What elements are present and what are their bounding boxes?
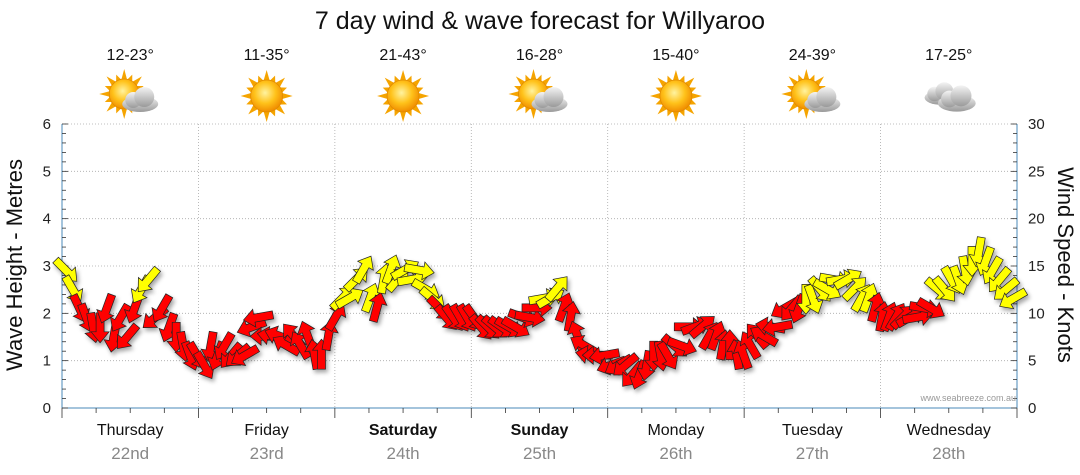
temperature-label: 16-28° <box>516 47 563 64</box>
day-name-label: Thursday <box>97 422 164 439</box>
day-name-label: Monday <box>647 422 704 439</box>
day-name-label: Sunday <box>511 422 569 439</box>
temperature-labels: 12-23° 11-35° 21-43° 16-28° 15-40° 24-39° 17-2… <box>107 47 973 64</box>
right-tick-label: 15 <box>1028 258 1045 275</box>
right-tick-label: 0 <box>1028 400 1036 417</box>
day-date-label: 27th <box>796 444 829 463</box>
sunny-icon <box>241 70 293 122</box>
day-name-label: Tuesday <box>782 422 843 439</box>
weather-icons <box>99 69 975 122</box>
day-name-label: Saturday <box>369 422 438 439</box>
temperature-label: 24-39° <box>789 47 836 64</box>
day-date-label: 26th <box>659 444 692 463</box>
right-tick-label: 30 <box>1028 116 1045 133</box>
day-date-label: 23rd <box>250 444 284 463</box>
temperature-label: 21-43° <box>379 47 426 64</box>
chart-title: 7 day wind & wave forecast for Willyaroo <box>315 7 765 35</box>
left-tick-label: 0 <box>43 400 51 417</box>
day-date-label: 28th <box>932 444 965 463</box>
left-axis-ticks: 0 1 2 3 4 5 6 <box>43 116 51 417</box>
temperature-label: 12-23° <box>107 47 154 64</box>
wind-arrows <box>49 236 1030 392</box>
left-tick-label: 4 <box>43 211 51 228</box>
day-name-label: Friday <box>244 422 288 439</box>
temperature-label: 11-35° <box>244 47 290 64</box>
temperature-label: 17-25° <box>925 47 972 64</box>
credit-text: www.seabreeze.com.au <box>919 393 1016 403</box>
sunny-icon <box>650 70 702 122</box>
right-tick-label: 20 <box>1028 211 1045 228</box>
sunny-icon <box>377 70 429 122</box>
day-date-label: 24th <box>387 444 420 463</box>
day-date-label: 25th <box>523 444 556 463</box>
left-tick-label: 1 <box>43 353 51 370</box>
right-tick-label: 5 <box>1028 353 1036 370</box>
right-axis-ticks: 0 5 10 15 20 25 30 <box>1028 116 1045 417</box>
right-tick-label: 25 <box>1028 163 1045 180</box>
temperature-label: 15-40° <box>652 47 699 64</box>
partly-cloudy-icon <box>99 69 158 119</box>
day-date-label: 22nd <box>111 444 149 463</box>
left-axis-title: Wave Height - Metres <box>2 159 27 371</box>
left-tick-label: 3 <box>43 258 51 275</box>
partly-cloudy-icon <box>781 69 840 119</box>
right-tick-label: 10 <box>1028 305 1045 322</box>
left-tick-label: 6 <box>43 116 51 133</box>
partly-cloudy-icon <box>509 69 568 119</box>
cloudy-icon <box>925 82 976 111</box>
day-labels: Thursday 22nd Friday 23rd Saturday 24th Sunday… <box>97 422 991 463</box>
left-tick-label: 2 <box>43 305 51 322</box>
right-axis-title: Wind Speed - Knots <box>1053 167 1078 363</box>
day-name-label: Wednesday <box>907 422 991 439</box>
left-tick-label: 5 <box>43 163 51 180</box>
